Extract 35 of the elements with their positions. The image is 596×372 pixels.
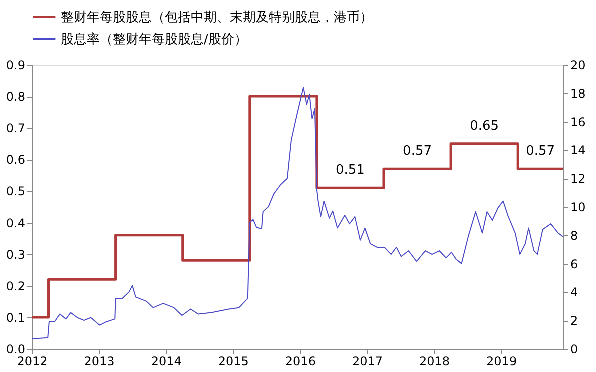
x-tick-label: 2013: [84, 354, 115, 368]
y-tick-label: 0.1: [6, 310, 26, 325]
x-tick-label: 2015: [218, 354, 249, 368]
legend-label: 股息率（整财年每股股息/股价）: [61, 32, 248, 48]
x-tick-label: 2012: [17, 354, 48, 368]
data-label: 0.65: [470, 118, 500, 134]
data-label: 0.57: [526, 144, 556, 160]
x-tick-label: 2019: [486, 354, 518, 368]
y-tick-label: 0.0: [6, 342, 26, 356]
legend-label: 整财年每股股息（包括中期、末期及特别股息，港币）: [61, 10, 373, 26]
y2-tick-label: 18: [570, 86, 586, 101]
y-tick-label: 0.6: [6, 153, 26, 168]
y-tick-label: 0.7: [6, 122, 26, 136]
x-tick-label: 2016: [285, 354, 316, 368]
data-label: 0.57: [403, 144, 432, 160]
y2-tick-label: 12: [570, 172, 586, 186]
y-tick-label: 0.9: [6, 58, 26, 72]
y2-tick-label: 20: [570, 58, 586, 72]
x-tick-label: 2014: [151, 354, 182, 368]
y2-tick-label: 6: [570, 257, 578, 272]
x-tick-label: 2017: [352, 354, 383, 368]
y-tick-label: 0.8: [6, 90, 26, 104]
y2-tick-label: 14: [570, 144, 586, 158]
y2-tick-label: 4: [570, 286, 578, 300]
y2-tick-label: 16: [570, 115, 586, 130]
y-tick-label: 0.2: [6, 279, 26, 294]
y-tick-label: 0.3: [6, 248, 26, 262]
y2-tick-label: 8: [570, 228, 578, 243]
y2-tick-label: 2: [570, 314, 578, 328]
y-tick-label: 0.5: [6, 184, 26, 199]
data-label: 0.51: [336, 163, 365, 178]
y2-tick-label: 0: [570, 342, 578, 356]
x-tick-label: 2018: [420, 354, 450, 368]
y2-tick-label: 10: [570, 200, 586, 214]
y-tick-label: 0.4: [6, 216, 26, 230]
